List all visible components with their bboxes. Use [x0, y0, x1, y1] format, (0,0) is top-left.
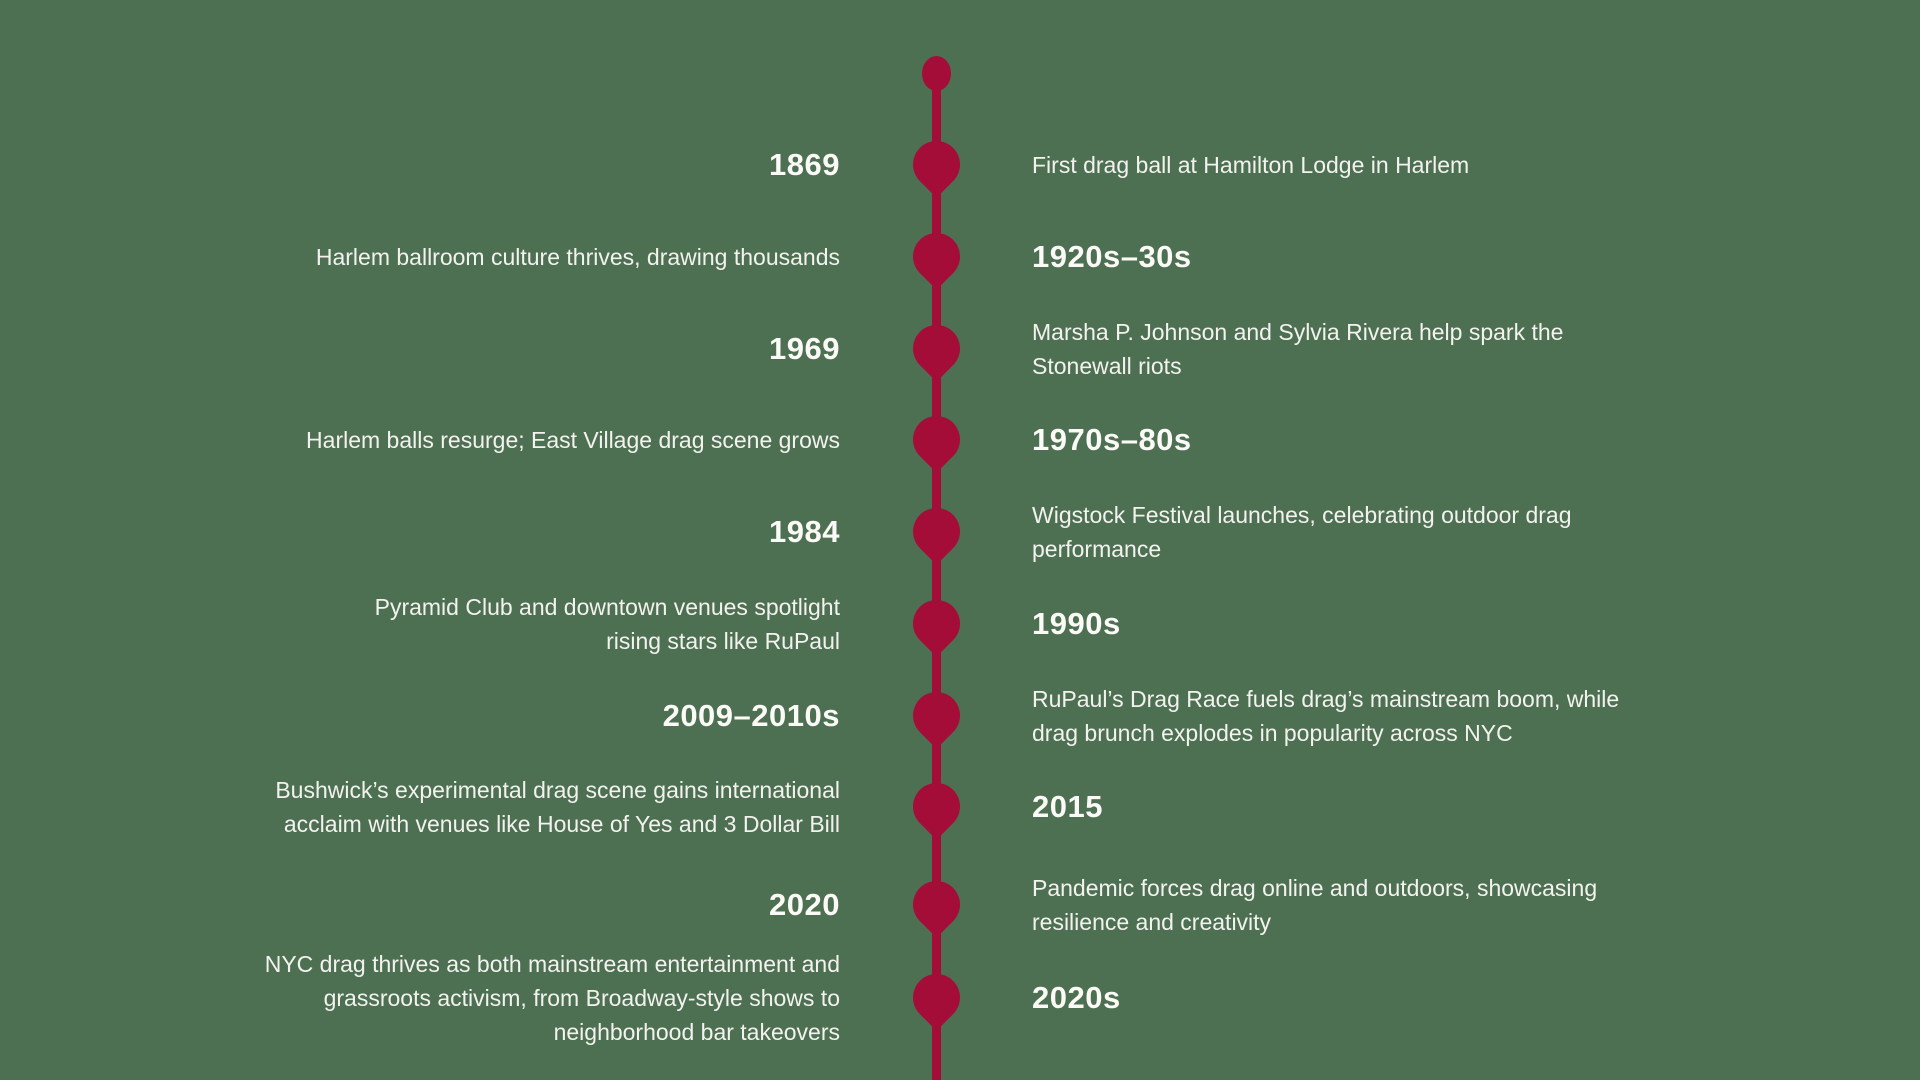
timeline-start-dot — [922, 56, 951, 91]
entry-year: 1990s — [1032, 606, 1121, 641]
entry-description: RuPaul’s Drag Race fuels drag’s mainstre… — [1032, 685, 1620, 746]
entry-year: 2020s — [1032, 980, 1121, 1015]
entry-description: Pandemic forces drag online and outdoors… — [1032, 874, 1598, 935]
entry-year: 1869 — [769, 147, 840, 182]
entry-year: 2015 — [1032, 789, 1103, 824]
timeline-node — [903, 871, 970, 938]
entry-description: Pyramid Club and downtown venues spotlig… — [374, 593, 840, 654]
entry-description: Harlem balls resurge; East Village drag … — [306, 426, 840, 453]
timeline-node — [903, 964, 970, 1031]
entry-description: First drag ball at Hamilton Lodge in Har… — [1032, 151, 1470, 178]
timeline-node — [903, 315, 970, 382]
entry-year: 1970s–80s — [1032, 422, 1192, 457]
entry-description: NYC drag thrives as both mainstream ente… — [264, 950, 840, 1046]
entry-year: 1920s–30s — [1032, 239, 1192, 274]
timeline-node — [903, 223, 970, 290]
entry-year: 1969 — [769, 331, 840, 366]
entry-year: 2020 — [769, 887, 840, 922]
timeline-line — [932, 72, 941, 1080]
timeline-node — [903, 498, 970, 565]
entry-description: Marsha P. Johnson and Sylvia Rivera help… — [1032, 318, 1564, 379]
timeline-node — [903, 406, 970, 473]
entry-description: Wigstock Festival launches, celebrating … — [1032, 501, 1572, 562]
timeline-node — [903, 131, 970, 198]
entry-year: 2009–2010s — [662, 698, 840, 733]
entry-description: Bushwick’s experimental drag scene gains… — [275, 776, 840, 837]
entry-year: 1984 — [769, 514, 840, 549]
timeline-node — [903, 682, 970, 749]
timeline-node — [903, 773, 970, 840]
entry-description: Harlem ballroom culture thrives, drawing… — [315, 243, 840, 270]
timeline-node — [903, 590, 970, 657]
